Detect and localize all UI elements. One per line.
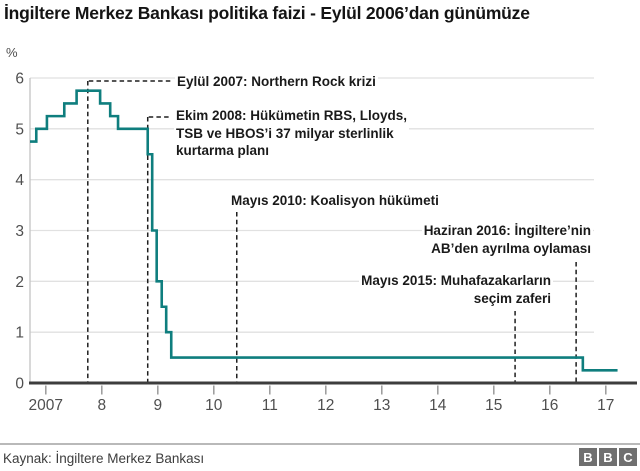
annotation-eylul-2007: Eylül 2007: Northern Rock krizi <box>175 73 378 91</box>
x-tick-label: 17 <box>597 397 614 414</box>
chart-title: İngiltere Merkez Bankası politika faizi … <box>4 3 530 23</box>
x-tick-label: 9 <box>153 397 162 414</box>
annotation-line-text: Ekim 2008: Hükümetin RBS, Lloyds, <box>176 108 408 123</box>
y-tick-label: 2 <box>15 274 24 291</box>
annotation-line-text: kurtarma planı <box>176 143 270 158</box>
x-tick-label: 13 <box>373 397 390 414</box>
bbc-logo-block: C <box>619 448 637 466</box>
bbc-logo-block: B <box>599 448 617 466</box>
annotation-mayis-2015: Mayıs 2015: Muhafazakarların seçim zaferi <box>359 272 553 307</box>
x-tick-label: 2007 <box>29 397 63 414</box>
x-tick-label: 10 <box>205 397 223 414</box>
annotation-haziran-2016: Haziran 2016: İngiltere’nin AB’den ayrılm… <box>421 222 593 257</box>
x-tick-label: 14 <box>429 397 447 414</box>
x-tick-label: 15 <box>485 397 502 414</box>
y-tick-label: 1 <box>15 325 24 342</box>
annotation-line-text: Haziran 2016: İngiltere’nin <box>423 223 591 238</box>
footer-divider <box>0 443 640 445</box>
y-tick-label: 0 <box>15 376 24 393</box>
annotation-line-text: seçim zaferi <box>473 290 551 306</box>
policy-rate-line <box>30 89 618 372</box>
annotation-line-text: AB’den ayrılma oylaması <box>431 240 591 256</box>
annotation-line-text: Mayıs 2015: Muhafazakarların <box>361 273 551 288</box>
annotation-ekim-2008: Ekim 2008: Hükümetin RBS, Lloyds, TSB ve … <box>174 107 410 160</box>
annotations-layer: Eylül 2007: Northern Rock krizi Ekim 2008… <box>174 73 593 307</box>
annotation-mayis-2010: Mayıs 2010: Koalisyon hükümeti <box>229 192 441 210</box>
annotation-line-text: Eylül 2007: Northern Rock krizi <box>177 74 376 89</box>
y-axis-unit-label: % <box>6 45 18 60</box>
x-tick-label: 8 <box>97 397 106 414</box>
bbc-logo-block: B <box>579 448 597 466</box>
annotation-line-text: TSB ve HBOS’i 37 milyar sterlinlik <box>176 125 394 141</box>
x-tick-label: 16 <box>541 397 558 414</box>
annotation-line-text: Mayıs 2010: Koalisyon hükümeti <box>231 193 439 208</box>
y-tick-label: 5 <box>15 121 24 138</box>
source-label: Kaynak: İngiltere Merkez Bankası <box>3 451 205 466</box>
rate-chart: 2007 8 9 10 11 12 13 14 15 16 17 0 1 2 3 4 5 6 Eylül 2007… <box>15 71 637 414</box>
y-tick-label: 3 <box>15 223 24 240</box>
x-tick-label: 11 <box>262 397 278 414</box>
x-tick-label: 12 <box>317 397 334 414</box>
y-tick-label: 4 <box>15 172 24 189</box>
y-tick-label: 6 <box>15 71 24 88</box>
